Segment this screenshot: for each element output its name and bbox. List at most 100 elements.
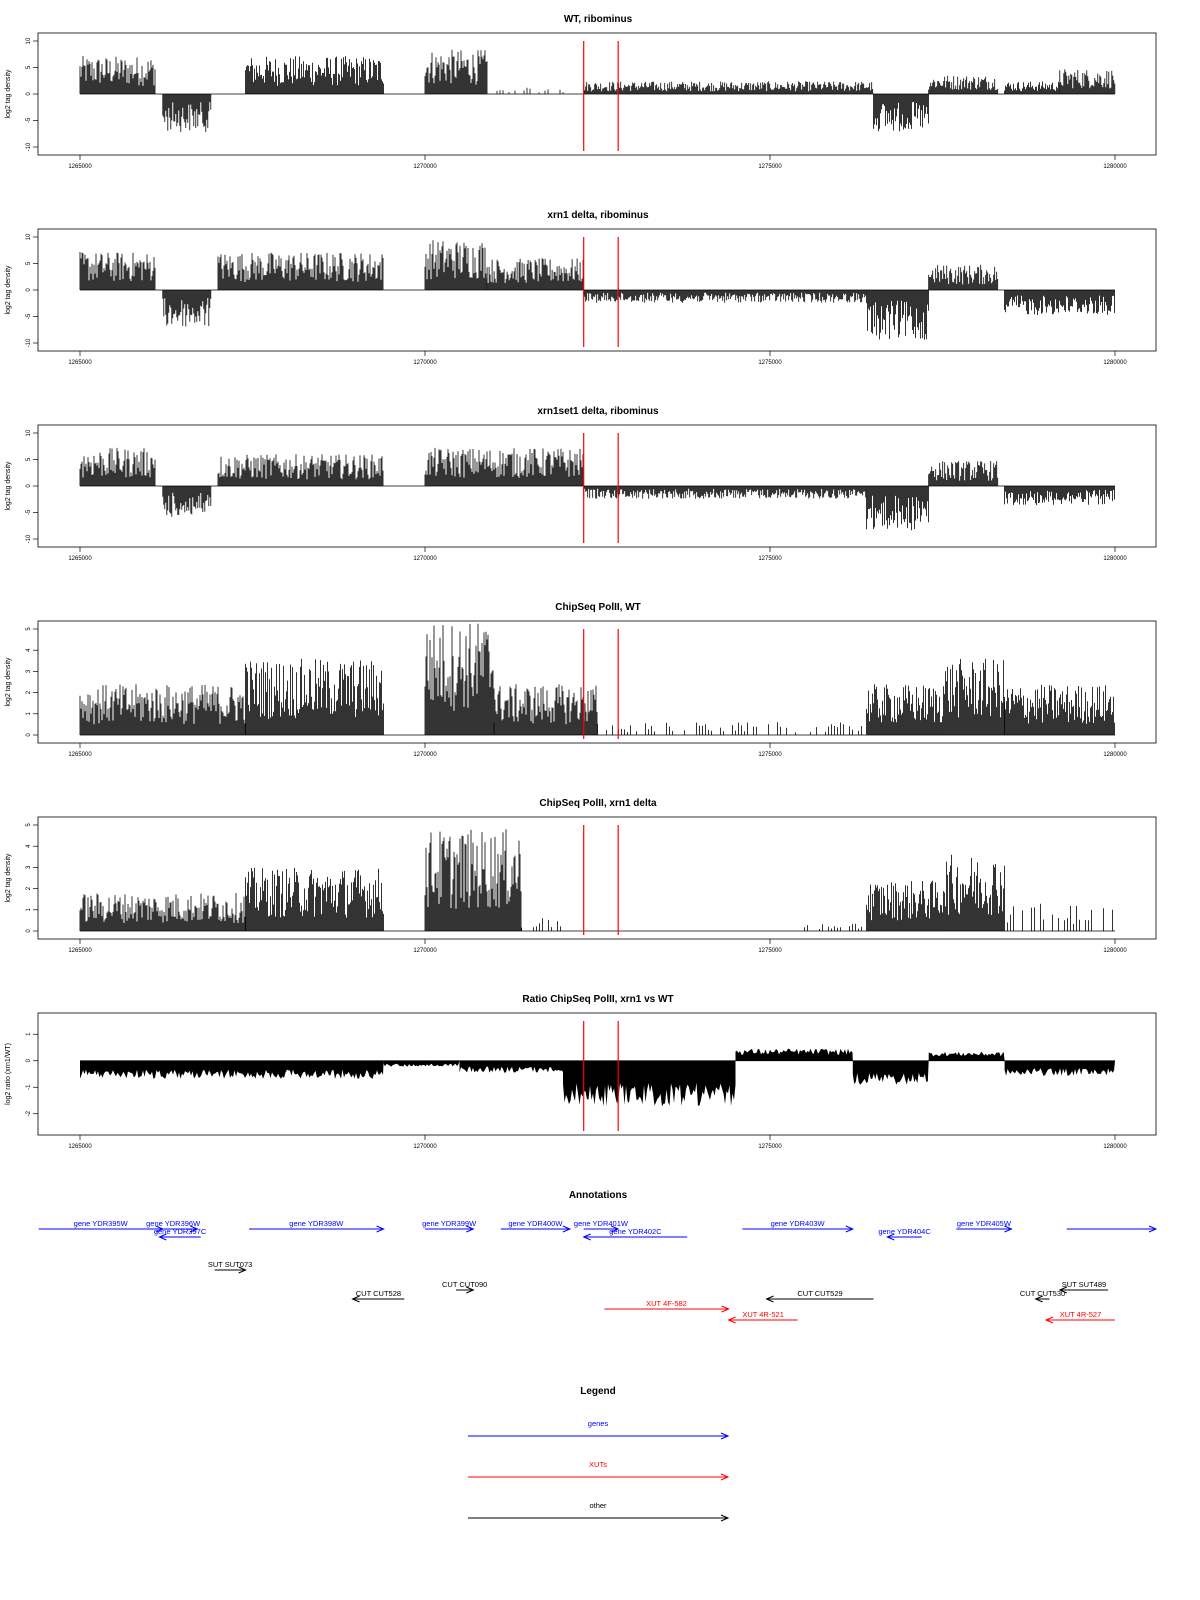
x-tick-label: 1280000	[1103, 360, 1127, 366]
signal-segment-9	[1059, 69, 1116, 94]
x-tick-label: 1270000	[413, 948, 437, 954]
y-tick-label: 1	[26, 907, 32, 911]
panel-xrn1_ribominus: xrn1 delta, ribominus log2 tag density -10…	[5, 210, 1157, 366]
arrow-right-icon	[611, 1225, 620, 1233]
y-axis-label: log2 tag density	[5, 657, 12, 707]
x-tick-label: 1265000	[68, 556, 92, 562]
x-tick-label: 1280000	[1103, 556, 1127, 562]
annotation-label: gene YDR395W	[74, 1219, 129, 1228]
x-tick-label: 1265000	[68, 1144, 92, 1150]
annotation-label: gene YDR396W	[146, 1219, 201, 1228]
arrow-left-icon	[351, 1295, 360, 1303]
legend-item-XUTs: XUTs	[468, 1460, 730, 1481]
y-tick-label: 3	[26, 669, 32, 673]
annotation-gene	[1066, 1225, 1158, 1233]
annotation-gene: gene YDR404C	[878, 1227, 931, 1241]
x-tick-label: 1270000	[413, 556, 437, 562]
y-tick-label: 10	[26, 37, 32, 44]
signal-segment-3	[424, 240, 488, 290]
y-tick-label: 5	[26, 823, 32, 827]
panel-wt_ribominus: WT, ribominus log2 tag density -10 -5 0 5 10 12…	[5, 14, 1157, 170]
arrow-right-icon	[845, 1225, 855, 1233]
signal-segment-6	[873, 94, 929, 132]
signal-segment-1	[162, 486, 212, 517]
y-tick-label: 5	[26, 627, 32, 631]
signal-segment-2	[217, 252, 384, 290]
panel-title: ChipSeq PolII, WT	[555, 602, 641, 613]
signal-segment-3	[424, 447, 584, 486]
y-tick-label: -10	[26, 338, 32, 347]
annotation-gene: gene YDR405W	[956, 1219, 1013, 1233]
x-tick-label: 1275000	[758, 360, 782, 366]
annotation-label: gene YDR399W	[422, 1219, 477, 1228]
signal-segment-1	[245, 658, 384, 735]
x-tick-label: 1270000	[413, 164, 437, 170]
signal-track	[79, 49, 1116, 133]
signal-segment-2	[245, 56, 384, 94]
plot-frame	[37, 620, 1157, 744]
y-tick-label: 3	[26, 865, 32, 869]
arrow-left-icon	[1044, 1316, 1054, 1324]
legend-item-other: other	[468, 1501, 730, 1522]
annotation-label: CUT CUT529	[797, 1289, 842, 1298]
panel-title: xrn1set1 delta, ribominus	[537, 406, 659, 417]
legend-panel: Legend genes XUTs other	[468, 1386, 730, 1522]
signal-segment-0	[79, 56, 156, 94]
signal-segment-4	[486, 258, 584, 290]
signal-segment-7	[928, 264, 999, 290]
signal-segment-5	[866, 684, 942, 735]
annotation-gene: gene YDR396W	[146, 1219, 201, 1233]
plot-frame	[37, 816, 1157, 940]
annotation-label: CUT CUT090	[442, 1280, 487, 1289]
annotation-label: gene YDR403W	[771, 1219, 826, 1228]
signal-track	[79, 447, 1115, 531]
annotation-label: SUT SUT073	[208, 1260, 252, 1269]
signal-track	[79, 623, 1115, 735]
y-tick-label: 4	[26, 844, 32, 848]
signal-segment-0	[79, 252, 156, 290]
signal-track	[79, 829, 1113, 931]
arrow-left-icon	[582, 1233, 591, 1241]
y-tick-label: 5	[26, 261, 32, 265]
panel-chipseq_wt: ChipSeq PolII, WT log2 tag density 0 1 2 3 4 5 1…	[5, 602, 1157, 758]
x-tick-label: 1280000	[1103, 948, 1127, 954]
annotation-label: gene YDR405W	[957, 1219, 1012, 1228]
y-tick-label: -10	[26, 534, 32, 543]
signal-segment-5	[866, 486, 929, 531]
x-tick-label: 1265000	[68, 948, 92, 954]
annotation-gene: gene YDR398W	[249, 1219, 385, 1233]
signal-segment-4	[597, 722, 862, 735]
signal-segment-7	[928, 75, 999, 94]
panel-xrn1set1_ribominus: xrn1set1 delta, ribominus log2 tag densit…	[5, 406, 1157, 562]
annotation-label: XUT 4F-582	[646, 1299, 687, 1308]
signal-segment-7	[1004, 684, 1115, 735]
y-tick-label: 2	[26, 886, 32, 890]
x-tick-label: 1275000	[758, 948, 782, 954]
signal-segment-1	[383, 1060, 460, 1067]
arrow-left-icon	[765, 1295, 774, 1303]
annotation-gene: gene YDR395W	[38, 1219, 165, 1233]
x-tick-label: 1280000	[1103, 164, 1127, 170]
signal-segment-5	[866, 880, 942, 931]
x-tick-label: 1275000	[758, 164, 782, 170]
annotations-title: Annotations	[569, 1190, 628, 1201]
x-tick-label: 1265000	[68, 164, 92, 170]
x-tick-label: 1280000	[1103, 752, 1127, 758]
annotation-label: gene YDR398W	[289, 1219, 344, 1228]
y-tick-label: 0	[26, 92, 32, 96]
annotation-label: gene YDR404C	[878, 1227, 931, 1236]
legend-label: other	[589, 1501, 607, 1510]
signal-segment-5	[583, 290, 867, 303]
y-tick-label: -2	[26, 1110, 32, 1116]
annotation-label: SUT SUT489	[1062, 1280, 1106, 1289]
signal-segment-2	[217, 454, 384, 486]
x-tick-label: 1275000	[758, 752, 782, 758]
signal-segment-7	[1007, 903, 1113, 931]
y-tick-label: 10	[26, 233, 32, 240]
y-tick-label: -10	[26, 142, 32, 151]
signal-segment-1	[162, 94, 212, 133]
panel-title: ChipSeq PolII, xrn1 delta	[539, 798, 657, 809]
arrow-right-icon	[562, 1225, 572, 1233]
annotation-gene: gene YDR402C	[582, 1227, 688, 1241]
